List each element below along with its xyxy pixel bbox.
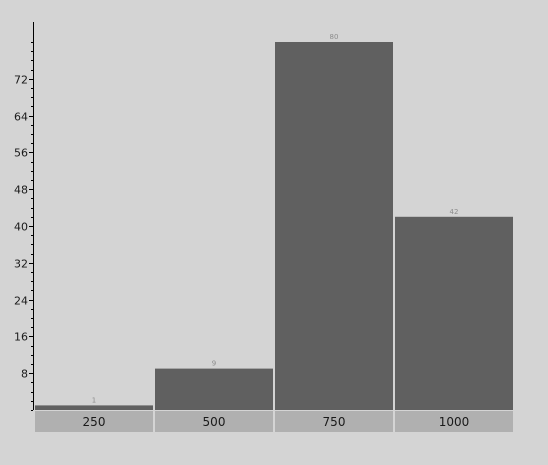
x-tick-label: 250 xyxy=(83,415,106,429)
y-tick-label: 48 xyxy=(14,184,28,197)
y-tick-label: 72 xyxy=(14,74,28,87)
x-tick-label: 1000 xyxy=(439,415,470,429)
y-tick-label: 40 xyxy=(14,221,28,234)
y-axis xyxy=(29,22,34,411)
category-band-500 xyxy=(155,411,273,432)
x-tick-label: 750 xyxy=(323,415,346,429)
data-label: 42 xyxy=(450,208,459,216)
label-layer: 250 1 500 9 750 80 1000 42 8 16 24 32 40 48 56 64 72 xyxy=(14,33,469,429)
y-tick-label: 64 xyxy=(14,111,28,124)
data-label: 1 xyxy=(92,396,96,404)
category-band-1000 xyxy=(395,411,513,432)
bar-1000 xyxy=(395,216,513,410)
data-label: 9 xyxy=(212,360,216,368)
bar-250 xyxy=(35,405,153,410)
bar-layer xyxy=(35,42,513,410)
category-band-250 xyxy=(35,411,153,432)
y-tick-label: 16 xyxy=(14,331,28,344)
y-tick-label: 24 xyxy=(14,295,28,308)
category-band-750 xyxy=(275,411,393,432)
y-tick-label: 32 xyxy=(14,258,28,271)
bar-500 xyxy=(155,368,273,410)
x-tick-label: 500 xyxy=(203,415,226,429)
bar-750 xyxy=(275,42,393,410)
data-label: 80 xyxy=(330,33,339,41)
y-tick-label: 56 xyxy=(14,147,28,160)
category-band-layer xyxy=(35,411,513,432)
y-tick-label: 8 xyxy=(21,368,28,381)
